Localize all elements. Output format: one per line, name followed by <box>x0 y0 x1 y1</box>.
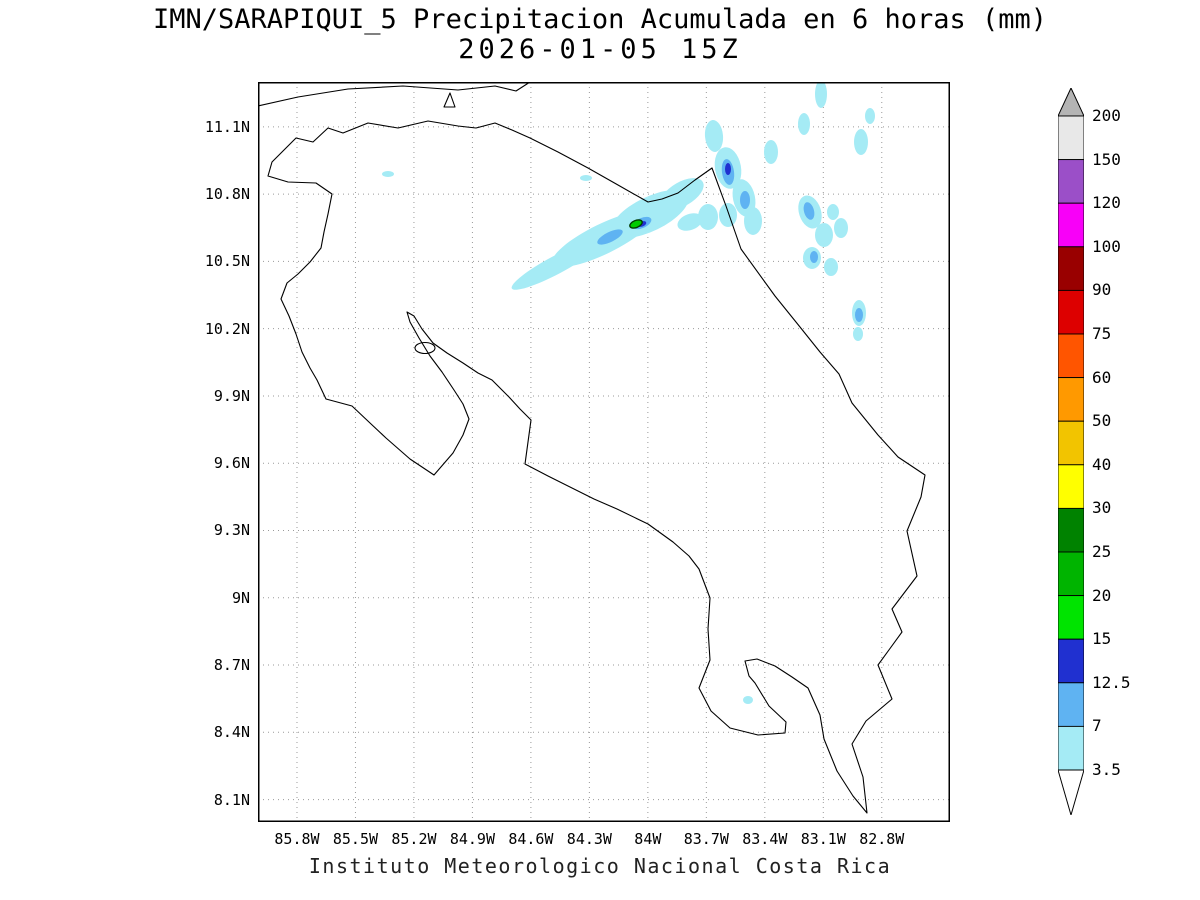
colorbar-boundary-label: 12.5 <box>1092 672 1131 692</box>
precipitation-shading <box>382 82 875 704</box>
precip-cell <box>824 258 838 276</box>
colorbar-boundary-label: 120 <box>1092 193 1121 213</box>
colorbar-boundary-label: 30 <box>1092 498 1112 518</box>
colorbar-boundary-label: 50 <box>1092 411 1112 431</box>
lat-tick-label: 9.9N <box>213 386 250 405</box>
precip-cell <box>815 223 833 247</box>
plot-frame <box>258 82 950 822</box>
precip-cell <box>743 696 753 704</box>
chart-subtitle-datetime: 2026-01-05 15Z <box>458 34 742 65</box>
lat-tick-label: 9.6N <box>213 454 250 473</box>
colorbar-segment <box>1057 464 1085 509</box>
precip-cell <box>764 140 778 164</box>
coastlines-and-borders <box>258 82 926 814</box>
colorbar-segment <box>1057 333 1085 379</box>
precip-cell <box>719 203 737 227</box>
lat-tick-label: 10.8N <box>204 185 250 204</box>
colorbar-under-arrow <box>1057 769 1085 817</box>
colorbar-segment <box>1057 202 1085 248</box>
colorbar-segment <box>1057 289 1085 335</box>
colorbar <box>1057 86 1085 817</box>
lat-tick-label: 8.1N <box>213 790 250 809</box>
lat-tick-label: 9N <box>231 588 250 607</box>
precip-cell <box>827 204 839 220</box>
colorbar-segment <box>1057 551 1085 597</box>
precip-cell <box>660 178 704 210</box>
precip-cell <box>740 191 750 209</box>
precip-cell <box>798 113 810 135</box>
lat-tick-label: 10.2N <box>204 319 250 338</box>
precip-cell <box>580 175 592 181</box>
map-plot-area <box>258 82 950 822</box>
precip-cell <box>855 308 863 322</box>
precip-cell <box>725 163 731 175</box>
colorbar-boundary-label: 100 <box>1092 236 1121 256</box>
colorbar-boundary-label: 20 <box>1092 585 1112 605</box>
chira-island <box>414 341 436 355</box>
precip-cell <box>810 251 818 263</box>
precip-cell <box>803 202 815 220</box>
lake-island <box>443 92 456 108</box>
colorbar-boundary-label: 60 <box>1092 367 1112 387</box>
colorbar-segment <box>1057 595 1085 640</box>
lon-tick-label: 83.4W <box>742 830 788 848</box>
precip-cell <box>834 218 848 238</box>
colorbar-segment <box>1057 246 1085 291</box>
precip-cell <box>677 213 703 231</box>
precip-cell <box>704 120 724 152</box>
colorbar-segment <box>1057 638 1085 684</box>
costa-rica-outline <box>267 120 926 814</box>
precip-cell <box>382 171 394 177</box>
precip-cell <box>597 229 623 245</box>
lon-tick-label: 84.3W <box>566 830 612 848</box>
lon-tick-label: 85.8W <box>274 830 320 848</box>
chart-title: IMN/SARAPIQUI_5 Precipitacion Acumulada … <box>152 4 1048 35</box>
colorbar-boundary-label: 3.5 <box>1092 760 1121 779</box>
precip-cell <box>853 327 863 341</box>
precip-cell <box>629 219 643 229</box>
lat-tick-label: 11.1N <box>204 117 250 136</box>
colorbar-boundary-label: 90 <box>1092 280 1112 300</box>
colorbar-svg <box>1057 86 1085 817</box>
precip-cell <box>815 82 827 108</box>
colorbar-over-arrow <box>1057 86 1085 117</box>
colorbar-boundary-label: 75 <box>1092 324 1112 343</box>
lon-tick-label: 84.9W <box>449 830 495 848</box>
colorbar-boundary-label: 25 <box>1092 542 1112 561</box>
colorbar-boundary-label: 200 <box>1092 106 1121 125</box>
footer-attribution: Instituto Meteorologico Nacional Costa R… <box>308 854 892 878</box>
lat-tick-label: 9.3N <box>213 521 250 540</box>
lon-tick-label: 83.7W <box>683 830 729 848</box>
colorbar-segment <box>1057 159 1085 204</box>
colorbar-segment <box>1057 725 1085 771</box>
colorbar-segment <box>1057 115 1085 161</box>
lake-nicaragua-shore <box>258 82 531 107</box>
lon-tick-label: 85.5W <box>332 830 379 848</box>
lon-tick-label: 85.2W <box>391 830 437 848</box>
colorbar-boundary-label: 40 <box>1092 454 1112 474</box>
lon-tick-label: 82.8W <box>859 830 905 848</box>
colorbar-segment <box>1057 377 1085 422</box>
colorbar-segment <box>1057 507 1085 553</box>
colorbar-boundary-label: 150 <box>1092 149 1121 169</box>
precip-cell <box>698 204 718 230</box>
lat-tick-label: 10.5N <box>204 252 250 271</box>
costa-rica-map-svg <box>258 82 950 822</box>
precip-cell <box>854 129 868 155</box>
precip-cell <box>744 207 762 235</box>
lat-tick-label: 8.7N <box>213 656 250 675</box>
lat-tick-label: 8.4N <box>213 723 250 742</box>
colorbar-boundary-label: 15 <box>1092 629 1112 649</box>
colorbar-segment <box>1057 682 1085 727</box>
precip-cell <box>865 108 875 124</box>
lon-tick-label: 83.1W <box>800 830 846 848</box>
colorbar-boundary-label: 7 <box>1092 716 1102 736</box>
colorbar-segment <box>1057 420 1085 466</box>
lon-tick-label: 84.6W <box>508 830 554 848</box>
lon-tick-label: 84W <box>634 830 662 848</box>
grid-lines <box>258 82 950 822</box>
